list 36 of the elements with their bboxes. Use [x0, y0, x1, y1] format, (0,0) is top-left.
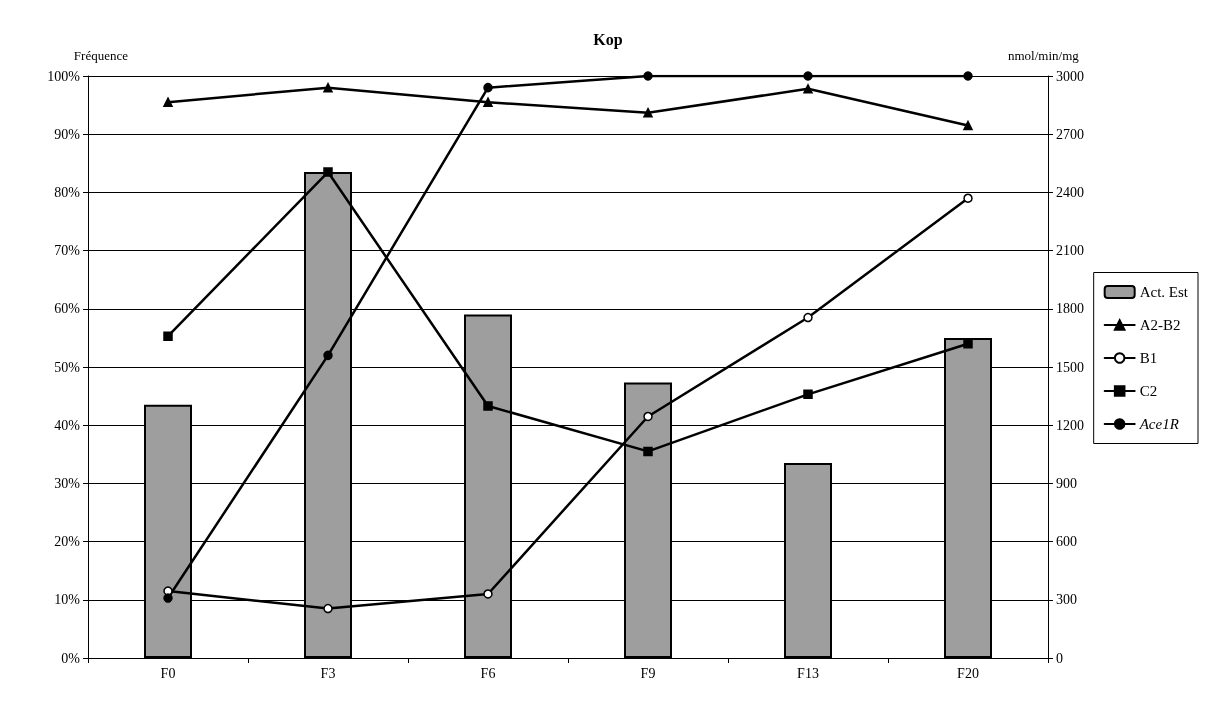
x-tick-label: F9 — [640, 665, 656, 681]
y2-tick-label: 1200 — [1056, 417, 1084, 433]
x-tick-label: F3 — [320, 665, 336, 681]
x-tick-label: F20 — [957, 665, 979, 681]
legend-label: Act. Est — [1139, 284, 1189, 300]
legend-label: A2-B2 — [1139, 317, 1181, 333]
x-tick-label: F0 — [160, 665, 176, 681]
y2-tick-label: 900 — [1056, 475, 1077, 491]
chart-title: Kop — [593, 30, 623, 49]
x-tick-label: F13 — [797, 665, 819, 681]
y-axis-title: Fréquence — [73, 48, 129, 63]
y-tick-label: 0% — [61, 650, 81, 666]
y2-tick-label: 1800 — [1056, 301, 1084, 317]
y2-tick-label: 1500 — [1056, 359, 1084, 375]
legend-label: C2 — [1139, 383, 1158, 399]
y2-tick-label: 2400 — [1056, 184, 1084, 200]
y2-tick-label: 2100 — [1056, 243, 1084, 259]
y2-tick-label: 3000 — [1056, 68, 1084, 84]
y-tick-label: 80% — [54, 184, 81, 200]
y-tick-label: 90% — [54, 126, 81, 142]
y-tick-label: 30% — [54, 475, 81, 491]
y-tick-label: 20% — [54, 534, 81, 550]
y-tick-label: 50% — [54, 359, 81, 375]
y-tick-label: 40% — [54, 417, 81, 433]
legend-label: Ace1R — [1138, 416, 1179, 432]
x-tick-label: F6 — [480, 665, 496, 681]
y-tick-label: 100% — [47, 68, 81, 84]
y2-tick-label: 2700 — [1056, 126, 1084, 142]
y-tick-label: 10% — [54, 592, 81, 608]
y-tick-label: 60% — [54, 301, 81, 317]
y2-tick-label: 600 — [1056, 534, 1077, 550]
y-tick-label: 70% — [54, 243, 81, 259]
y2-axis-title: nmol/min/mg — [1008, 48, 1080, 63]
y2-tick-label: 0 — [1056, 650, 1063, 666]
y2-tick-label: 300 — [1056, 592, 1077, 608]
legend-label: B1 — [1139, 350, 1158, 366]
